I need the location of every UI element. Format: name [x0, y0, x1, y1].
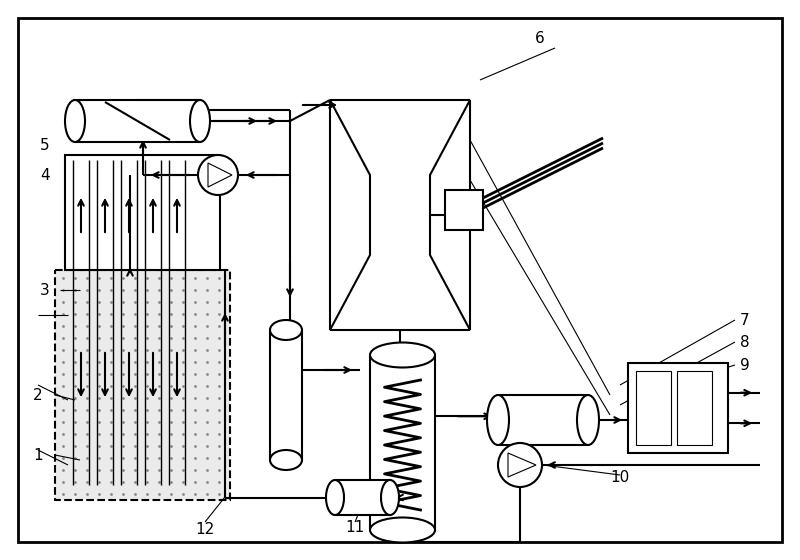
- Bar: [335, 480, 390, 515]
- Polygon shape: [330, 100, 370, 330]
- Polygon shape: [430, 100, 470, 330]
- Ellipse shape: [577, 395, 599, 445]
- Bar: [75, 100, 200, 142]
- Text: 8: 8: [740, 334, 750, 349]
- Text: 9: 9: [740, 357, 750, 372]
- Bar: [270, 330, 302, 460]
- Ellipse shape: [190, 100, 210, 142]
- Ellipse shape: [370, 517, 435, 543]
- Bar: [636, 371, 671, 445]
- Ellipse shape: [381, 480, 399, 515]
- Ellipse shape: [65, 100, 85, 142]
- Bar: [55, 270, 230, 500]
- Text: 6: 6: [535, 30, 545, 45]
- Circle shape: [498, 443, 542, 487]
- Text: 10: 10: [610, 470, 630, 486]
- Text: 4: 4: [40, 167, 50, 183]
- Ellipse shape: [270, 320, 302, 340]
- Polygon shape: [208, 163, 232, 187]
- Bar: [445, 190, 483, 230]
- Bar: [677, 371, 712, 445]
- Text: 1: 1: [33, 447, 43, 463]
- Text: 11: 11: [346, 520, 365, 535]
- Bar: [65, 155, 220, 270]
- Circle shape: [198, 155, 238, 195]
- Ellipse shape: [370, 343, 435, 367]
- Ellipse shape: [326, 480, 344, 515]
- Ellipse shape: [270, 450, 302, 470]
- Polygon shape: [508, 453, 536, 477]
- Ellipse shape: [487, 395, 509, 445]
- Text: 7: 7: [740, 312, 750, 328]
- Text: 5: 5: [40, 138, 50, 152]
- Text: 12: 12: [195, 522, 214, 538]
- Bar: [370, 355, 435, 530]
- Bar: [498, 395, 588, 445]
- Bar: [628, 363, 728, 453]
- Text: 2: 2: [33, 388, 43, 403]
- Text: 3: 3: [40, 282, 50, 297]
